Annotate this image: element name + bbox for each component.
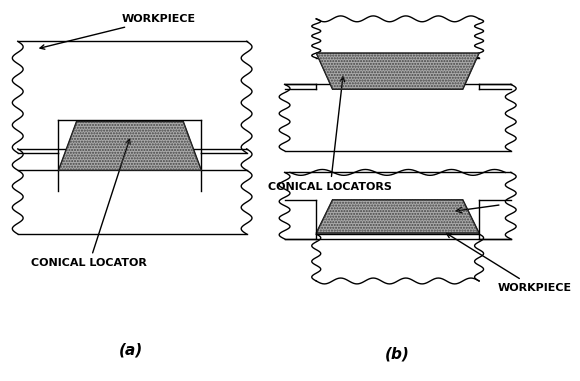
Bar [316,234,479,281]
Text: (a): (a) [119,343,143,357]
Bar [285,84,511,151]
Polygon shape [316,53,479,89]
Text: CONICAL LOCATOR: CONICAL LOCATOR [31,139,147,268]
Polygon shape [59,122,201,170]
Bar [285,173,511,239]
Text: CONICAL LOCATORS: CONICAL LOCATORS [269,77,392,192]
Polygon shape [316,200,479,233]
Text: WORKPIECE: WORKPIECE [447,234,571,293]
Bar [18,41,246,153]
Text: WORKPIECE: WORKPIECE [40,14,196,49]
Bar [18,149,246,234]
Text: (b): (b) [385,346,410,361]
Bar [316,19,479,58]
